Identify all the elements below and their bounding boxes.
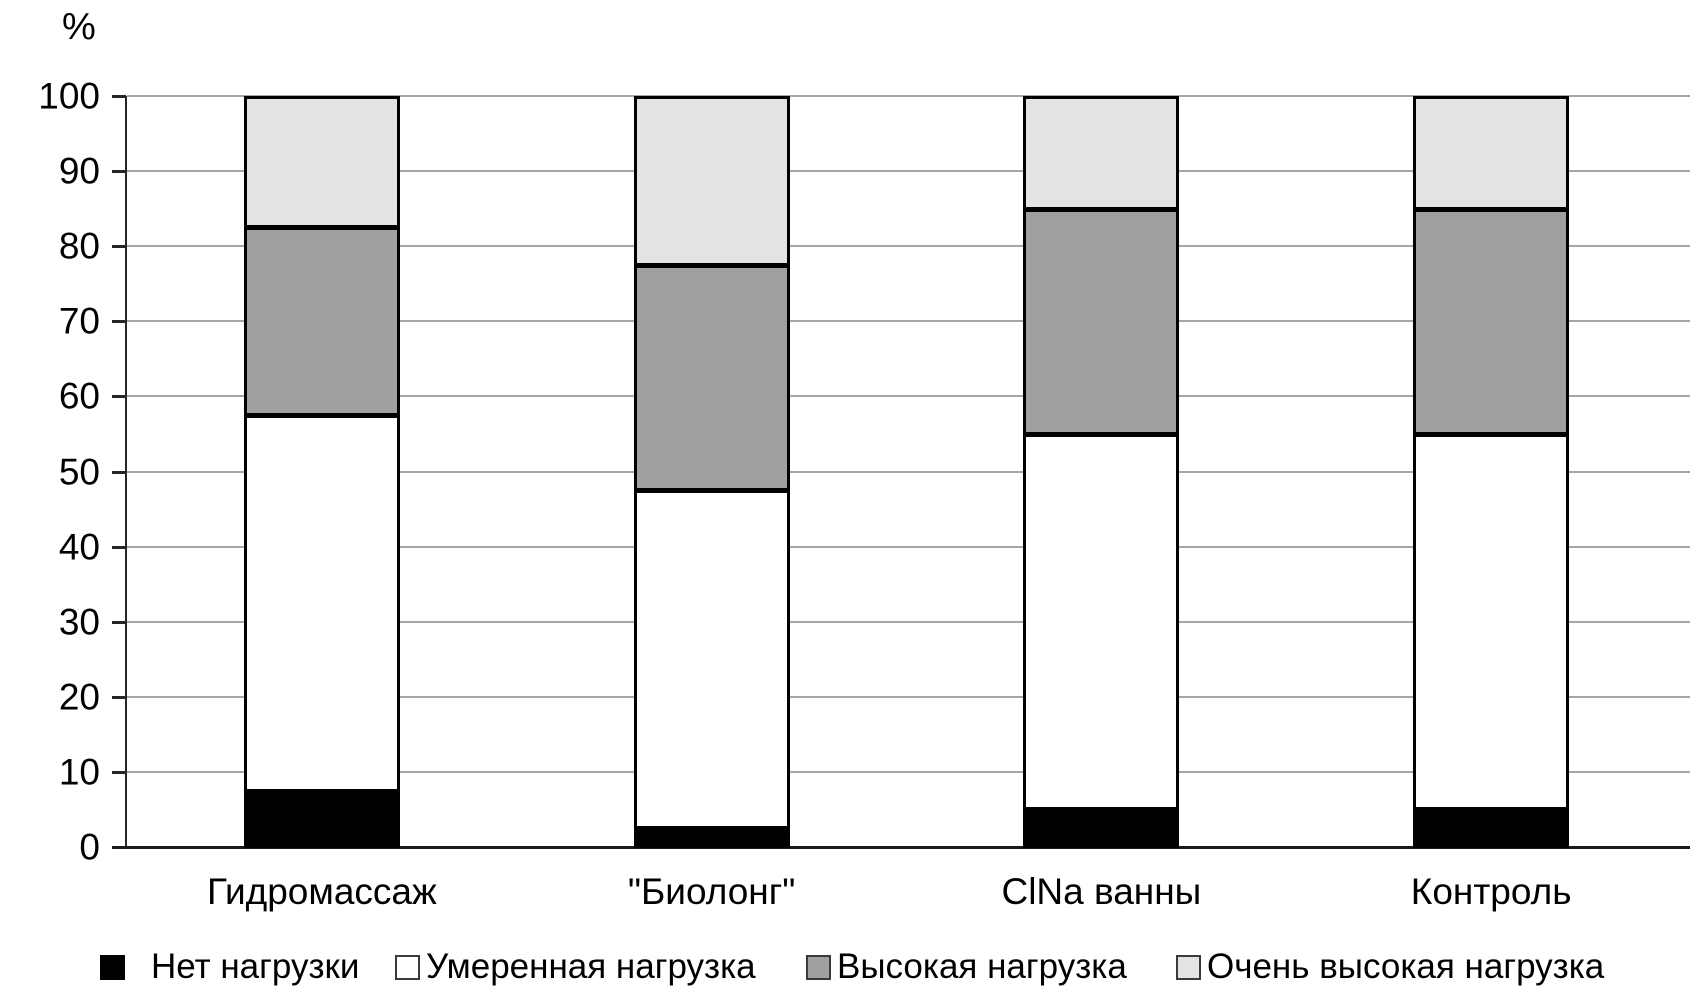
gridline: [127, 545, 1690, 548]
y-axis-tick-label: 20: [58, 676, 100, 718]
legend-label: Умеренная нагрузка: [426, 947, 756, 986]
bar-segment: [243, 415, 400, 792]
y-axis-tick-label: 30: [58, 601, 100, 643]
bar-segment: [1413, 208, 1570, 435]
gridline: [127, 620, 1690, 623]
bar-segment: [633, 828, 790, 848]
gridline: [127, 95, 1690, 97]
gridline: [127, 170, 1690, 173]
x-axis-line: [112, 846, 1690, 849]
legend-item: Умеренная нагрузка: [395, 941, 756, 993]
y-axis-tick-label: 10: [58, 751, 100, 793]
x-category-label: ClNa ванны: [1001, 871, 1202, 912]
gridline: [127, 320, 1690, 323]
legend-item: Высокая нагрузка: [806, 941, 1127, 993]
y-axis-tick: [112, 620, 126, 624]
y-axis-tick-label: 40: [58, 526, 100, 568]
y-axis-line: [125, 96, 127, 847]
bar-segment: [1023, 208, 1180, 435]
y-axis-tick: [112, 470, 126, 474]
bar-segment: [633, 264, 790, 492]
y-axis-tick: [112, 395, 126, 399]
legend-label: Высокая нагрузка: [837, 947, 1127, 986]
y-axis-tick-label: 90: [58, 150, 100, 192]
bar-segment: [633, 490, 790, 830]
bar-segment: [633, 96, 790, 266]
gridline: [127, 695, 1690, 698]
y-axis-tick-label: 80: [58, 225, 100, 267]
y-axis-tick: [112, 545, 126, 549]
y-axis-tick: [112, 695, 126, 699]
y-axis-unit-label: %: [62, 6, 96, 48]
legend-item: Очень высокая нагрузка: [1176, 941, 1604, 993]
x-category-label: "Биолонг": [627, 871, 796, 912]
y-axis-tick: [112, 770, 126, 774]
y-axis-tick-label: 50: [58, 451, 100, 492]
legend-label: Очень высокая нагрузка: [1207, 947, 1605, 986]
legend-item: Нет нагрузки: [100, 941, 359, 993]
gridline: [127, 470, 1690, 473]
legend-label: Нет нагрузки: [151, 947, 360, 986]
bar-segment: [243, 227, 400, 417]
y-axis-tick: [112, 170, 126, 174]
bar-segment: [1413, 809, 1570, 848]
bar-segment: [1413, 433, 1570, 811]
y-axis-tick-label: 0: [79, 826, 100, 868]
legend-swatch-icon: [1176, 954, 1201, 980]
y-axis-tick: [112, 245, 126, 249]
gridline: [127, 770, 1690, 773]
y-axis-tick-label: 70: [58, 300, 100, 342]
x-category-label: Гидромассаж: [207, 871, 437, 912]
x-category-label: Контроль: [1410, 871, 1572, 912]
legend: Нет нагрузки Умеренная нагрузка Высокая на…: [0, 941, 1690, 993]
legend-swatch-icon: [100, 954, 125, 980]
y-axis-tick: [112, 320, 126, 324]
legend-swatch-icon: [806, 954, 831, 980]
bar-segment: [1023, 433, 1180, 811]
bar-segment: [1023, 96, 1180, 210]
y-axis-tick: [112, 95, 126, 98]
gridline: [127, 245, 1690, 248]
bar-segment: [243, 96, 400, 229]
gridline: [127, 395, 1690, 398]
bar-segment: [1413, 96, 1570, 210]
bar-segment: [1023, 809, 1180, 848]
y-axis-tick-label: 60: [58, 375, 100, 417]
y-axis-tick-label: 100: [38, 75, 100, 117]
bar-segment: [243, 790, 400, 848]
legend-swatch-icon: [395, 954, 420, 980]
